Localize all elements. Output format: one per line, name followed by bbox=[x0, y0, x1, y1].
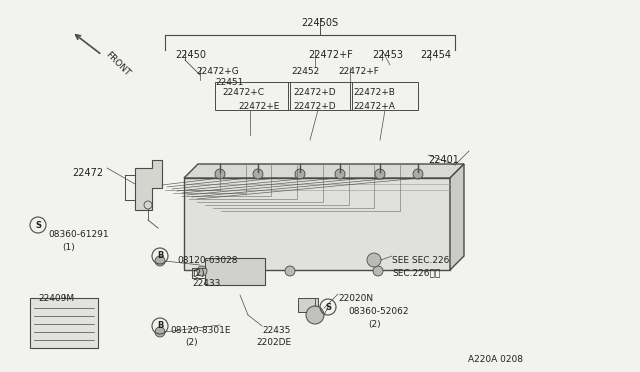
Circle shape bbox=[155, 327, 165, 337]
Text: (2): (2) bbox=[185, 338, 198, 347]
Bar bbox=[184, 178, 450, 270]
Polygon shape bbox=[135, 160, 162, 210]
Text: 22472+A: 22472+A bbox=[353, 102, 395, 111]
Circle shape bbox=[367, 253, 381, 267]
Circle shape bbox=[253, 169, 263, 179]
Text: 22472+B: 22472+B bbox=[353, 88, 395, 97]
Bar bbox=[350, 82, 418, 110]
Text: A220A 0208: A220A 0208 bbox=[468, 355, 523, 364]
Text: 22472+F: 22472+F bbox=[308, 50, 353, 60]
Text: 22451: 22451 bbox=[215, 78, 243, 87]
Text: 22453: 22453 bbox=[372, 50, 403, 60]
Text: 2202DE: 2202DE bbox=[256, 338, 291, 347]
Text: 22409M: 22409M bbox=[38, 294, 74, 303]
Text: 22472+G: 22472+G bbox=[196, 67, 239, 76]
Text: S: S bbox=[325, 302, 331, 311]
Text: 22452: 22452 bbox=[291, 67, 319, 76]
Text: 22450S: 22450S bbox=[301, 18, 339, 28]
Text: 08120-8301E: 08120-8301E bbox=[170, 326, 230, 335]
Text: 22020N: 22020N bbox=[338, 294, 373, 303]
Text: (2): (2) bbox=[368, 320, 381, 329]
Circle shape bbox=[295, 169, 305, 179]
Text: 08360-52062: 08360-52062 bbox=[348, 307, 408, 316]
Bar bbox=[30, 298, 98, 348]
Text: 22454: 22454 bbox=[420, 50, 451, 60]
Text: 22472+D: 22472+D bbox=[293, 102, 335, 111]
Text: SEC.226参照: SEC.226参照 bbox=[392, 268, 440, 277]
Text: 22472+F: 22472+F bbox=[338, 67, 379, 76]
Circle shape bbox=[375, 169, 385, 179]
Circle shape bbox=[413, 169, 423, 179]
Text: 22472+E: 22472+E bbox=[238, 102, 280, 111]
Text: 08360-61291: 08360-61291 bbox=[48, 230, 109, 239]
Text: 22472+D: 22472+D bbox=[293, 88, 335, 97]
Text: SEE SEC.226: SEE SEC.226 bbox=[392, 256, 449, 265]
Text: 22472: 22472 bbox=[72, 168, 103, 178]
Text: 22472+C: 22472+C bbox=[222, 88, 264, 97]
Text: B: B bbox=[157, 321, 163, 330]
Circle shape bbox=[215, 169, 225, 179]
Circle shape bbox=[197, 266, 207, 276]
Bar bbox=[215, 82, 290, 110]
Polygon shape bbox=[450, 164, 464, 270]
Circle shape bbox=[373, 266, 383, 276]
Circle shape bbox=[285, 266, 295, 276]
Text: (2): (2) bbox=[192, 269, 205, 278]
Bar bbox=[205, 258, 265, 285]
Text: 22433: 22433 bbox=[192, 279, 220, 288]
Polygon shape bbox=[298, 298, 318, 312]
Text: S: S bbox=[35, 221, 41, 230]
Text: B: B bbox=[157, 251, 163, 260]
Text: 08120-63028: 08120-63028 bbox=[177, 256, 237, 265]
Circle shape bbox=[155, 256, 165, 266]
Text: (1): (1) bbox=[62, 243, 75, 252]
Text: FRONT: FRONT bbox=[104, 50, 132, 78]
Text: 22450: 22450 bbox=[175, 50, 206, 60]
Text: 22401: 22401 bbox=[428, 155, 459, 165]
Circle shape bbox=[306, 306, 324, 324]
Polygon shape bbox=[184, 164, 464, 178]
Bar bbox=[288, 82, 352, 110]
Circle shape bbox=[335, 169, 345, 179]
Text: 22435: 22435 bbox=[262, 326, 291, 335]
